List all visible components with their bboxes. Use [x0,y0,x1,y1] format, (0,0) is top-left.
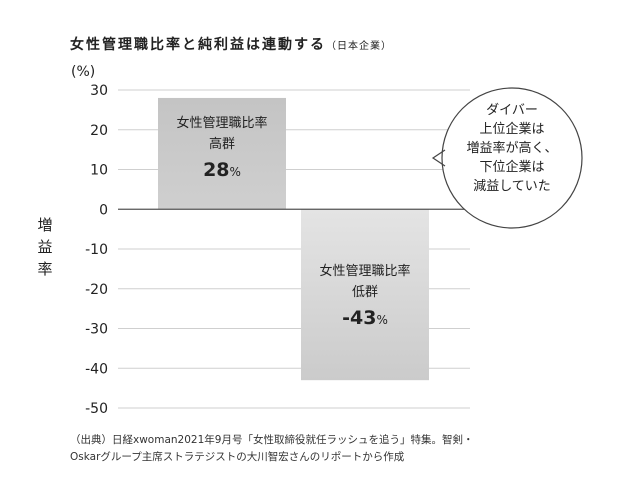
y-tick-label: 0 [99,202,108,218]
data-label-low: -43% [342,307,388,329]
y-tick-label: -30 [85,322,108,338]
data-label-high: 28% [203,159,241,181]
bar-label-low-line2: 低群 [351,285,378,300]
bar-label-high-line2: 高群 [208,137,235,152]
source-note: （出典）日経xwoman2021年9月号「女性取締役就任ラッシュを追う」特集。智… [70,434,474,463]
y-tick-label: -40 [85,361,108,377]
bubble-line-2: 上位企業は [479,122,545,137]
bubble-line-4: 下位企業は [479,160,545,175]
bar-label-high: 女性管理職比率 高群 28% [158,113,286,187]
bar-label-high-line1: 女性管理職比率 [176,116,268,131]
bar-label-low: 女性管理職比率 低群 -43% [301,261,429,335]
bar-label-low-line1: 女性管理職比率 [319,264,411,279]
speech-bubble-circle [441,87,583,229]
y-tick-label: -20 [85,282,108,298]
chart-title: 女性管理職比率と純利益は連動する（日本企業） [70,37,392,53]
bubble-line-1: ダイバー [486,103,538,118]
y-tick-label: 30 [90,83,108,99]
chart-subtitle: （日本企業） [326,41,392,52]
y-tick-label: -50 [85,401,108,417]
unit-label: (%) [71,64,96,80]
y-axis-ticks: 30 20 10 0 -10 -20 -30 -40 -50 [85,83,108,417]
bubble-line-3: 増益率が高く、 [466,141,558,156]
y-tick-label: 20 [90,123,108,139]
speech-bubble-pointer [431,149,446,167]
y-axis-label: 増益率 [37,216,53,278]
bubble-line-5: 減益していた [473,179,551,194]
y-tick-label: 10 [90,163,108,179]
bar-high-group [158,97,286,210]
speech-bubble-text: ダイバー 上位企業は 増益率が高く、 下位企業は 減益していた [452,101,572,196]
speech-bubble [431,87,583,229]
bars [158,97,429,381]
y-tick-label: -10 [85,242,108,258]
bar-low-group [301,209,429,381]
